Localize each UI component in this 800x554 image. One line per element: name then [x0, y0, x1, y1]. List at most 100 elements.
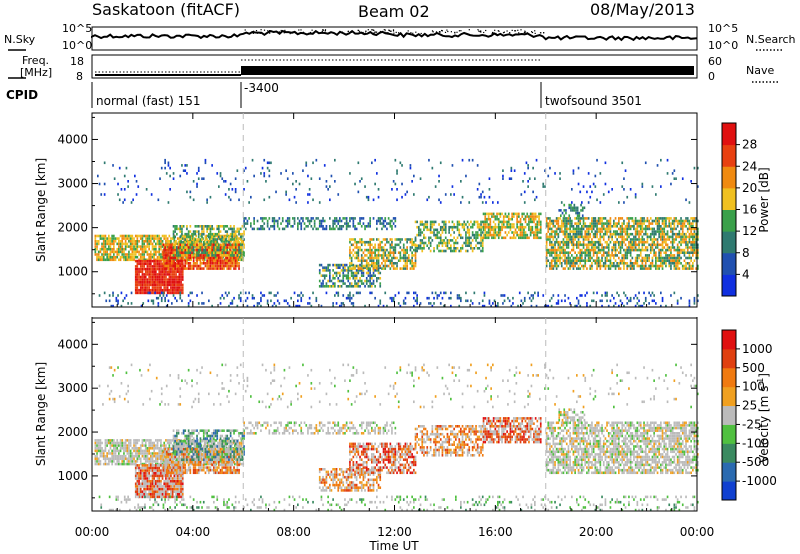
nsearch-dot — [524, 31, 527, 33]
power-cell — [174, 240, 176, 244]
power-cell — [360, 243, 363, 247]
power-cell — [444, 291, 447, 295]
power-cell — [611, 232, 613, 236]
power-cell — [153, 237, 155, 240]
power-cell — [176, 227, 178, 231]
power-cell — [577, 267, 580, 270]
power-cell — [191, 291, 193, 295]
nsearch-dot — [270, 30, 273, 32]
power-cell — [524, 217, 527, 221]
power-cell — [155, 270, 157, 273]
power-cell — [599, 235, 602, 239]
power-cell — [344, 269, 346, 272]
power-cell — [681, 238, 684, 241]
power-cell — [396, 262, 398, 265]
power-cell — [354, 264, 356, 268]
power-cell — [406, 256, 408, 260]
power-cell — [381, 246, 383, 249]
power-cell — [197, 256, 200, 260]
power-cell — [564, 259, 566, 262]
power-cell — [163, 275, 166, 279]
power-cell — [158, 291, 161, 295]
power-cell — [693, 230, 696, 233]
power-cell — [621, 230, 624, 233]
power-cell — [94, 245, 97, 248]
power-cell — [433, 228, 435, 232]
power-cell — [397, 238, 400, 241]
power-cell — [386, 248, 388, 252]
power-cell — [666, 235, 669, 239]
power-cell — [557, 243, 560, 247]
power-cell — [163, 234, 166, 238]
power-cell — [538, 223, 540, 226]
power-cell — [458, 294, 461, 297]
power-cell — [616, 240, 618, 244]
power-cell — [628, 299, 630, 303]
power-cell — [678, 240, 681, 244]
power-cell — [441, 296, 444, 300]
power-cell — [597, 262, 600, 265]
power-cell — [141, 275, 144, 279]
power-cell — [148, 240, 150, 243]
power-cell — [97, 258, 100, 262]
nsearch-dot — [244, 29, 246, 31]
power-cell — [451, 220, 454, 224]
power-cell — [226, 259, 229, 262]
power-cell — [392, 217, 395, 220]
power-cell — [623, 304, 625, 308]
power-cell — [550, 264, 553, 268]
power-cell — [182, 240, 185, 244]
power-cell — [210, 240, 213, 243]
power-cell — [443, 228, 445, 232]
power-cell — [579, 248, 582, 252]
power-cell — [139, 288, 142, 292]
power-cell — [607, 219, 610, 223]
power-cell — [205, 255, 208, 259]
power-cell — [170, 240, 172, 243]
power-cell — [619, 299, 622, 303]
power-cell — [134, 247, 137, 251]
power-cell — [136, 288, 139, 292]
power-cell — [643, 248, 645, 252]
power-cell — [143, 258, 145, 262]
power-cell — [182, 246, 185, 249]
power-cell — [151, 286, 154, 289]
power-cell — [136, 234, 139, 238]
power-cell — [208, 256, 210, 260]
power-cell — [359, 263, 361, 267]
power-cell — [486, 217, 488, 221]
power-cell — [108, 234, 110, 238]
power-cell — [178, 275, 181, 279]
power-cell — [519, 225, 522, 229]
power-cell — [560, 240, 563, 244]
power-cell — [486, 225, 488, 229]
power-cell — [461, 223, 464, 226]
power-cell — [250, 225, 252, 228]
power-cell — [529, 217, 532, 221]
power-cell — [160, 267, 162, 271]
power-cell — [649, 235, 652, 239]
power-cell — [143, 291, 145, 295]
power-cell — [574, 232, 576, 236]
power-cell — [607, 251, 610, 254]
power-cell — [579, 251, 582, 254]
power-cell — [312, 227, 314, 231]
power-cell — [387, 259, 390, 262]
power-cell — [444, 241, 447, 245]
nsearch-dot — [526, 32, 528, 34]
nsearch-dot — [415, 31, 417, 33]
power-cell — [350, 302, 353, 305]
power-cell — [419, 244, 422, 247]
power-cell — [513, 215, 515, 218]
power-cell — [423, 244, 425, 247]
power-cell — [347, 222, 350, 225]
power-cell — [355, 240, 358, 244]
power-cell — [170, 275, 172, 279]
power-cell — [506, 220, 508, 224]
power-cell — [258, 227, 261, 231]
power-cell — [362, 264, 365, 268]
nsearch-dot — [309, 31, 312, 34]
power-cell — [399, 259, 402, 262]
power-cell — [619, 248, 622, 252]
power-cell — [661, 248, 664, 252]
